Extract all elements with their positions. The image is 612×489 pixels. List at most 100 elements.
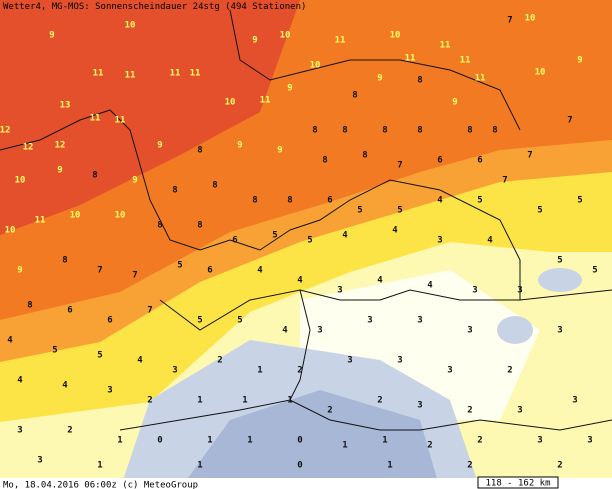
scale-box: [477, 476, 559, 489]
station-value: 10: [390, 31, 401, 41]
station-value: 7: [147, 306, 152, 316]
station-value: 1: [382, 436, 387, 446]
station-value: 12: [23, 143, 34, 153]
station-value: 10: [225, 98, 236, 108]
station-value: 0: [297, 436, 302, 446]
station-value: 3: [417, 401, 422, 411]
station-value: 4: [7, 336, 13, 346]
station-value: 6: [207, 266, 212, 276]
station-value: 7: [132, 271, 137, 281]
station-value: 8: [197, 221, 202, 231]
station-value: 5: [197, 316, 202, 326]
station-value: 0: [297, 461, 302, 471]
station-value: 3: [587, 436, 592, 446]
station-value: 7: [567, 116, 572, 126]
station-value: 3: [447, 366, 452, 376]
station-value: 4: [377, 276, 383, 286]
station-value: 9: [577, 56, 582, 66]
station-value: 3: [417, 316, 422, 326]
station-value: 10: [535, 68, 546, 78]
station-value: 10: [125, 21, 136, 31]
station-value: 1: [242, 396, 247, 406]
station-value: 3: [107, 386, 112, 396]
station-value: 4: [487, 236, 493, 246]
station-value: 3: [37, 456, 42, 466]
station-value: 3: [347, 356, 352, 366]
station-value: 8: [172, 186, 177, 196]
station-value: 11: [93, 69, 104, 79]
station-value: 12: [55, 141, 66, 151]
station-value: 9: [17, 266, 22, 276]
station-value: 9: [157, 141, 162, 151]
station-value: 4: [137, 356, 143, 366]
station-value: 2: [507, 366, 512, 376]
station-value: 11: [475, 74, 486, 84]
station-value: 6: [437, 156, 442, 166]
station-value: 8: [382, 126, 387, 136]
station-value: 4: [17, 376, 23, 386]
station-value: 10: [70, 211, 81, 221]
station-value: 11: [35, 216, 46, 226]
station-value: 2: [467, 406, 472, 416]
station-value: 5: [577, 196, 582, 206]
station-value: 2: [427, 441, 432, 451]
station-value: 11: [90, 114, 101, 124]
station-value: 8: [492, 126, 497, 136]
station-value: 5: [237, 316, 242, 326]
station-value: 5: [592, 266, 597, 276]
station-value: 9: [452, 98, 457, 108]
station-value: 7: [507, 16, 512, 26]
station-value: 4: [342, 231, 348, 241]
station-value: 8: [27, 301, 32, 311]
station-value: 1: [342, 441, 347, 451]
station-value: 5: [52, 346, 57, 356]
station-value: 5: [307, 236, 312, 246]
station-value: 10: [15, 176, 26, 186]
station-value: 11: [440, 41, 451, 51]
station-value: 9: [277, 146, 282, 156]
station-value: 6: [232, 236, 237, 246]
station-value: 3: [397, 356, 402, 366]
station-value: 5: [272, 231, 277, 241]
station-value: 5: [397, 206, 402, 216]
station-value: 1: [207, 436, 212, 446]
station-value: 11: [170, 69, 181, 79]
station-value: 11: [405, 54, 416, 64]
station-value: 8: [312, 126, 317, 136]
station-value: 1: [117, 436, 122, 446]
station-value: 2: [67, 426, 72, 436]
station-value: 6: [327, 196, 332, 206]
station-value: 2: [217, 356, 222, 366]
station-value: 1: [247, 436, 252, 446]
map-title: Wetter4, MG-MOS: Sonnenscheindauer 24stg…: [3, 2, 306, 12]
station-value: 3: [537, 436, 542, 446]
station-value: 2: [297, 366, 302, 376]
station-value: 2: [327, 406, 332, 416]
station-value: 5: [557, 256, 562, 266]
station-value: 8: [322, 156, 327, 166]
borders: [0, 9, 612, 431]
station-value: 3: [337, 286, 342, 296]
station-value: 9: [252, 36, 257, 46]
station-value: 9: [57, 166, 62, 176]
station-value: 11: [115, 116, 126, 126]
station-value: 8: [157, 221, 162, 231]
station-value: 8: [197, 146, 202, 156]
station-value: 4: [282, 326, 288, 336]
station-value: 5: [177, 261, 182, 271]
station-value: 4: [437, 196, 443, 206]
station-value: 5: [357, 206, 362, 216]
station-value: 10: [115, 211, 126, 221]
station-value: 8: [212, 181, 217, 191]
station-value: 3: [517, 406, 522, 416]
station-value: 3: [467, 326, 472, 336]
station-value: 4: [297, 276, 303, 286]
station-value: 1: [97, 461, 102, 471]
station-value: 11: [460, 56, 471, 66]
station-value: 12: [0, 126, 10, 136]
station-value: 8: [342, 126, 347, 136]
station-value: 10: [280, 31, 291, 41]
scale-label: 118 - 162 km: [485, 479, 550, 489]
station-value: 8: [62, 256, 67, 266]
